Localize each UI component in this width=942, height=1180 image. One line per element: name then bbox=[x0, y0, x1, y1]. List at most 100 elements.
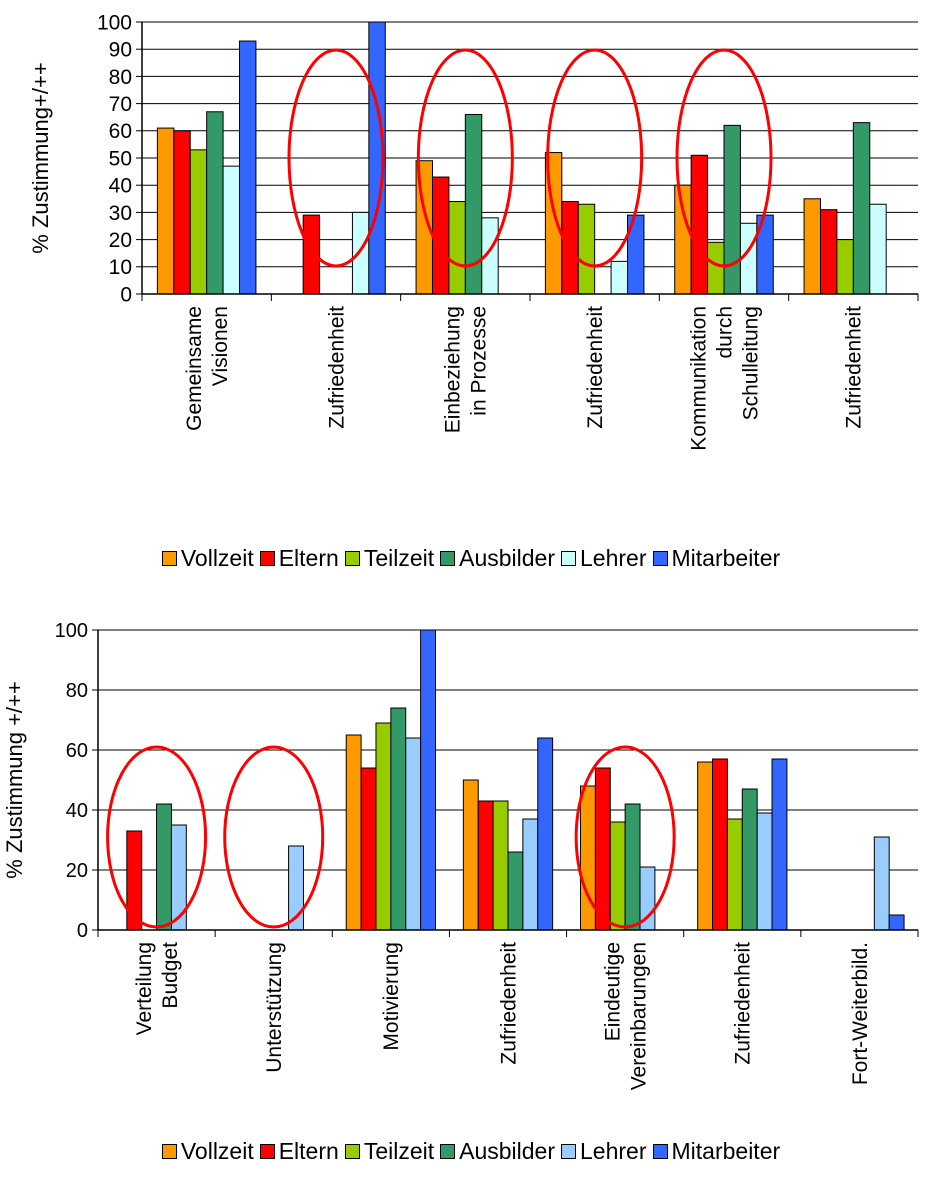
bar bbox=[462, 779, 479, 931]
bar bbox=[756, 812, 773, 931]
bar bbox=[741, 788, 758, 931]
chart-1: 0 10 20 30 40 50 60 70 80 90 100 % Zustimmung+/++ Ge… bbox=[28, 11, 919, 451]
highlight-ellipse bbox=[106, 745, 208, 929]
legend-item: Eltern bbox=[259, 545, 339, 572]
bar bbox=[873, 836, 890, 931]
highlight-ellipse bbox=[574, 745, 676, 929]
y-axis-label: % Zustimmung +/++ bbox=[2, 681, 27, 878]
chart-2: 0 20 40 60 80 100 % Zustimmung +/++ Verteilung B… bbox=[2, 620, 919, 1090]
bar bbox=[577, 203, 596, 295]
bar bbox=[222, 165, 241, 295]
bar bbox=[173, 130, 191, 295]
bar bbox=[239, 40, 257, 295]
legend-label: Teilzeit bbox=[363, 545, 435, 571]
legend-chart-2: Vollzeit Eltern Teilzeit Ausbilder Lehrer Mit… bbox=[0, 1138, 942, 1165]
category-label: Zufriedenheit bbox=[497, 942, 520, 1065]
bar bbox=[712, 758, 728, 931]
legend-label: Ausbilder bbox=[459, 545, 556, 571]
y-tick-label: 20 bbox=[66, 860, 88, 882]
legend-label: Mitarbeiter bbox=[671, 1138, 781, 1164]
legend-label: Vollzeit bbox=[180, 1138, 254, 1164]
category-label: Zufriedenheit bbox=[843, 306, 866, 429]
legend-item: Ausbilder bbox=[440, 1138, 555, 1165]
bar bbox=[707, 241, 725, 295]
bar bbox=[351, 211, 370, 295]
category-label: Schulleitung bbox=[739, 306, 762, 420]
category-label: in Prozesse bbox=[468, 306, 491, 416]
y-tick-label: 0 bbox=[120, 283, 132, 306]
legend-swatch bbox=[161, 551, 177, 566]
category-label: Motivierung bbox=[380, 942, 403, 1051]
y-tick-label: 40 bbox=[66, 800, 88, 822]
category-label: Zufriedenheit bbox=[732, 942, 755, 1065]
legend-swatch bbox=[652, 1144, 668, 1159]
bar bbox=[156, 127, 175, 295]
y-tick-label: 80 bbox=[109, 66, 132, 89]
bar bbox=[580, 785, 596, 931]
category-label: durch bbox=[713, 306, 736, 359]
bar bbox=[836, 239, 854, 295]
bar bbox=[492, 800, 509, 931]
y-tick-label: 0 bbox=[77, 920, 88, 942]
bar bbox=[302, 214, 321, 295]
legend-item: Eltern bbox=[259, 1138, 339, 1165]
bar bbox=[405, 737, 422, 931]
bar bbox=[819, 209, 838, 295]
legend-swatch bbox=[344, 551, 360, 566]
bar bbox=[170, 824, 187, 931]
legend-item: Lehrer bbox=[561, 545, 647, 572]
bar bbox=[126, 830, 143, 931]
category-label: Verteilung bbox=[133, 942, 156, 1035]
y-tick-label: 10 bbox=[109, 256, 132, 279]
legend-item: Vollzeit bbox=[161, 545, 254, 572]
bar bbox=[507, 851, 524, 931]
bar bbox=[690, 154, 709, 295]
highlight-ellipse bbox=[287, 48, 385, 268]
y-tick-label: 20 bbox=[109, 229, 132, 252]
category-label: Vereinbarungen bbox=[627, 942, 650, 1090]
bar bbox=[420, 629, 436, 931]
category-label: Zufriedenheit bbox=[325, 306, 348, 429]
highlight-ellipse bbox=[416, 48, 514, 268]
legend-swatch bbox=[259, 1144, 275, 1159]
bar bbox=[888, 914, 905, 931]
legend-label: Eltern bbox=[278, 1138, 339, 1164]
bar bbox=[803, 198, 821, 295]
legend-label: Mitarbeiter bbox=[671, 545, 781, 571]
y-tick-label: 40 bbox=[109, 175, 132, 198]
category-label: Gemeinsame bbox=[183, 306, 206, 431]
legend-label: Vollzeit bbox=[180, 545, 254, 571]
legend-swatch bbox=[652, 551, 668, 566]
bar bbox=[448, 201, 466, 295]
bar bbox=[674, 184, 692, 295]
legend-item: Lehrer bbox=[561, 1138, 647, 1165]
y-tick-label: 90 bbox=[109, 39, 132, 62]
bar bbox=[852, 122, 871, 295]
legend-swatch bbox=[161, 1144, 177, 1159]
category-label: Fort-Weiterbild. bbox=[849, 942, 872, 1085]
bar bbox=[726, 818, 743, 931]
y-tick-label: 30 bbox=[109, 202, 132, 225]
legend-label: Eltern bbox=[278, 545, 339, 571]
bar bbox=[723, 124, 741, 295]
bar bbox=[697, 761, 714, 931]
legend-label: Ausbilder bbox=[459, 1138, 556, 1164]
y-tick-label: 50 bbox=[109, 147, 132, 170]
bar bbox=[189, 149, 208, 295]
category-label: Unterstützung bbox=[263, 942, 286, 1073]
legend-item: Vollzeit bbox=[161, 1138, 254, 1165]
legend-label: Teilzeit bbox=[363, 1138, 435, 1164]
legend-item: Ausbilder bbox=[440, 545, 555, 572]
bar bbox=[624, 803, 641, 931]
bar bbox=[431, 176, 450, 295]
bar bbox=[390, 707, 407, 931]
legend-item: Mitarbeiter bbox=[652, 545, 781, 572]
category-label: Budget bbox=[159, 942, 182, 1009]
bar bbox=[594, 767, 611, 931]
bar bbox=[609, 821, 626, 931]
legend-swatch bbox=[561, 551, 577, 566]
bar bbox=[206, 111, 224, 295]
category-label: Visionen bbox=[209, 306, 232, 386]
